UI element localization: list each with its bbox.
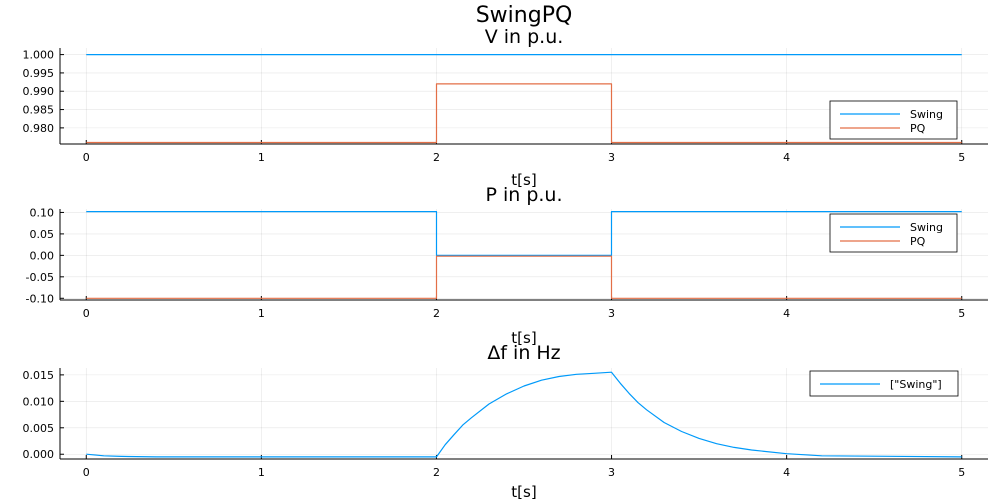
- x-tick-label: 2: [433, 307, 440, 320]
- y-tick-label: 0.990: [23, 85, 55, 98]
- x-tick-label: 3: [608, 307, 615, 320]
- x-tick-label: 2: [433, 466, 440, 479]
- legend: SwingPQ: [829, 213, 958, 253]
- x-tick-label: 5: [958, 466, 965, 479]
- figure-title: SwingPQ: [476, 3, 573, 28]
- x-tick-label: 4: [783, 466, 790, 479]
- y-tick-label: 0.10: [30, 206, 55, 219]
- y-tick-label: 0.985: [23, 104, 55, 117]
- y-tick-label: 0.980: [23, 122, 55, 135]
- x-tick-label: 5: [958, 151, 965, 164]
- x-tick-label: 1: [258, 151, 265, 164]
- legend-label: Swing: [910, 108, 943, 121]
- legend-label: Swing: [910, 221, 943, 234]
- x-tick-label: 4: [783, 307, 790, 320]
- x-tick-label: 0: [83, 307, 90, 320]
- y-tick-label: 1.000: [23, 49, 55, 62]
- subplot-title: P in p.u.: [485, 184, 562, 206]
- x-tick-label: 3: [608, 151, 615, 164]
- y-tick-label: 0.000: [23, 448, 55, 461]
- series-line-pq: [86, 255, 962, 299]
- legend-label: PQ: [910, 235, 926, 248]
- series-line-swing: [86, 211, 962, 256]
- x-tick-label: 2: [433, 151, 440, 164]
- subplot-frequency: Δf in Hz 0 1 2 3 4 5 0.000 0.005 0.010 0.015 t[s] ["…: [23, 342, 988, 500]
- subplot-power: P in p.u. 0 1 2 3 4 5 -0.10 -0.05 0.00 0.05 0.10 t[s…: [26, 184, 988, 347]
- x-tick-label: 5: [958, 307, 965, 320]
- x-axis-label: t[s]: [511, 483, 536, 500]
- x-tick-label: 4: [783, 151, 790, 164]
- subplot-voltage: V in p.u. 0 1 2 3 4 5 0.980 0.985 0.990 0.995 1.000…: [23, 26, 988, 189]
- x-axis-label: t[s]: [511, 329, 536, 347]
- y-tick-label: 0.005: [23, 422, 55, 435]
- series-line-pq: [86, 83, 962, 144]
- y-tick-label: 0.00: [30, 249, 55, 262]
- series-line-swing: [86, 371, 962, 458]
- y-tick-label: -0.05: [26, 271, 54, 284]
- x-tick-label: 0: [83, 151, 90, 164]
- x-tick-label: 0: [83, 466, 90, 479]
- y-tick-label: 0.995: [23, 67, 55, 80]
- legend-label: PQ: [910, 122, 926, 135]
- x-tick-label: 3: [608, 466, 615, 479]
- x-tick-label: 1: [258, 466, 265, 479]
- legend: ["Swing"]: [809, 370, 959, 397]
- y-tick-label: 0.05: [30, 228, 55, 241]
- legend-label: ["Swing"]: [890, 378, 942, 391]
- subplot-title: Δf in Hz: [487, 342, 560, 364]
- y-tick-label: 0.015: [23, 369, 55, 382]
- subplot-title: V in p.u.: [485, 26, 564, 48]
- y-tick-label: 0.010: [23, 395, 55, 408]
- legend-box: [829, 100, 958, 140]
- legend: SwingPQ: [829, 100, 958, 140]
- x-tick-label: 1: [258, 307, 265, 320]
- y-tick-label: -0.10: [26, 292, 54, 305]
- x-axis-label: t[s]: [511, 171, 536, 189]
- legend-box: [829, 213, 958, 253]
